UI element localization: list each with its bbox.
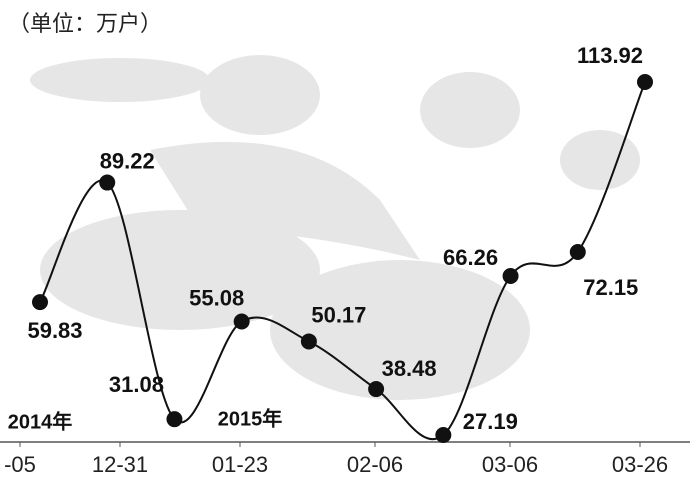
point [300,333,317,350]
x-tick-label: 01-23 [212,452,268,477]
value-label: 113.92 [577,43,643,68]
value-label: 66.26 [443,245,498,270]
year-annotation: 2015年 [218,406,283,430]
value-label: 55.08 [189,285,244,310]
value-label: 50.17 [311,302,366,327]
x-tick-label: 03-26 [612,452,668,477]
point [32,294,48,311]
unit-label: （单位：万户） [8,11,162,36]
value-label: 59.83 [27,318,82,343]
line [39,81,646,441]
point [637,74,653,90]
x-tick-label: -05 [4,452,36,477]
x-tick-label: 12-31 [92,452,148,477]
value-label: 31.08 [109,372,164,397]
value-label: 27.19 [463,409,518,434]
year-annotation: 2014年 [8,409,73,433]
background-figures [30,55,640,400]
value-label: 38.48 [382,356,437,381]
point [435,427,452,443]
value-label: 89.22 [100,148,155,173]
point [99,174,116,191]
x-tick-label: 02-06 [347,452,403,477]
x-tick-label: 03-06 [482,452,538,477]
point [569,244,586,261]
value-label: 72.15 [583,275,638,300]
point [368,381,385,398]
point [233,313,250,330]
point [502,267,519,284]
point [166,411,183,428]
